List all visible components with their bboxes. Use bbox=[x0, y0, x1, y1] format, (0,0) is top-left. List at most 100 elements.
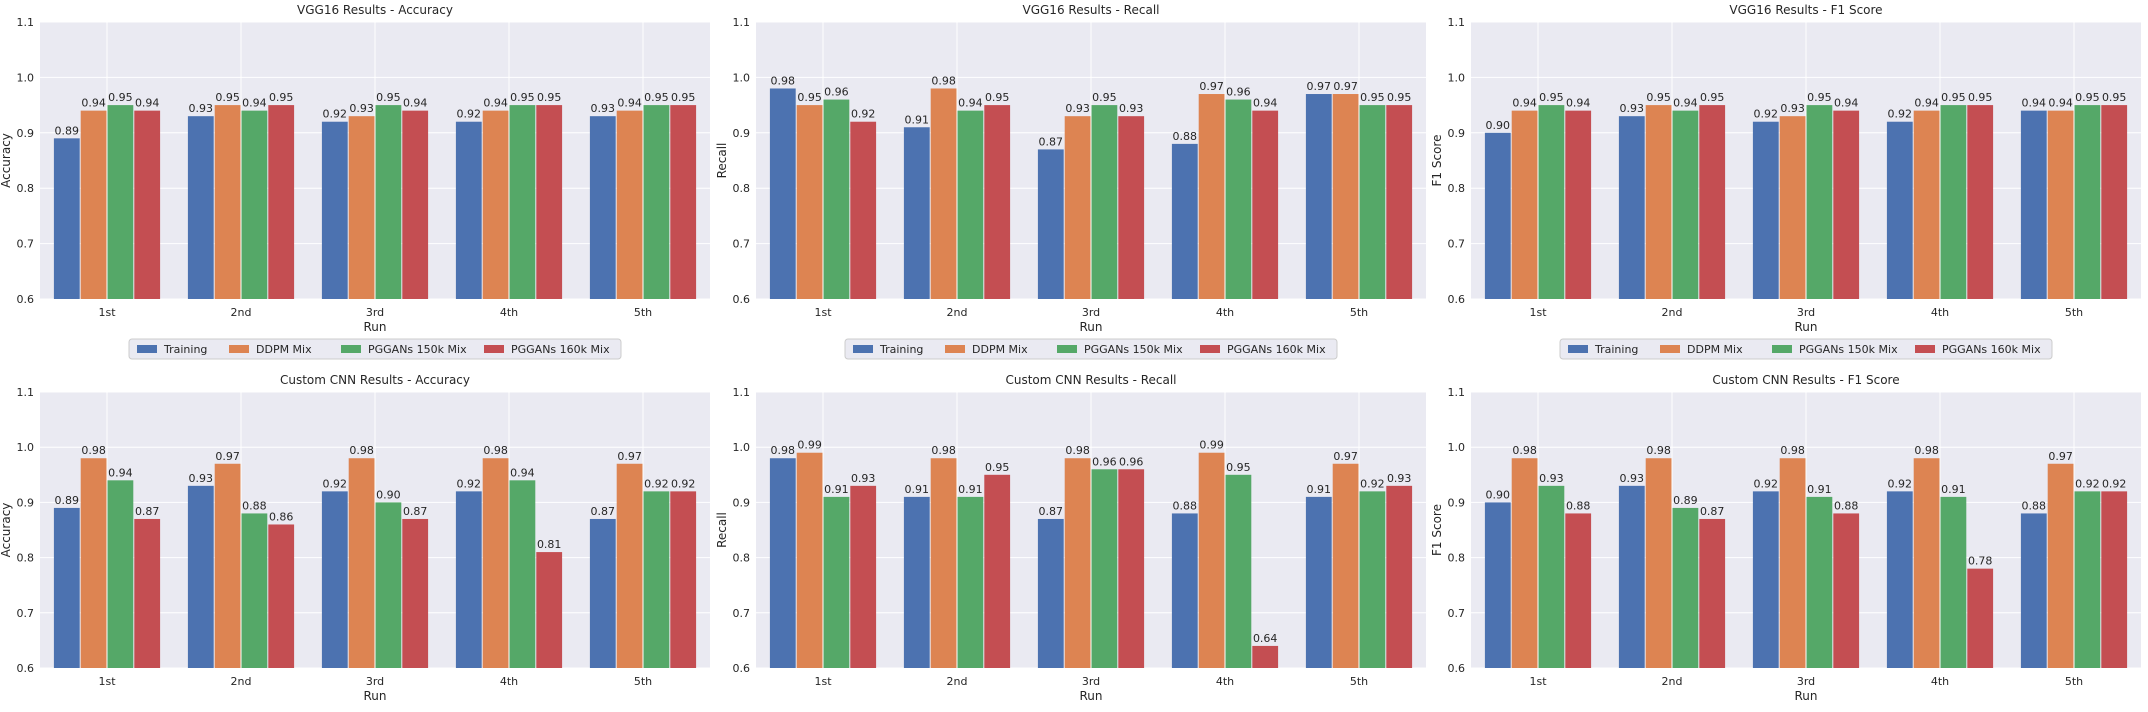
value-label-ddpm-mix-1st: 0.94 bbox=[81, 97, 106, 110]
value-label-ddpm-mix-5th: 0.97 bbox=[1333, 80, 1358, 93]
bar-ddpm-mix-1st bbox=[1511, 110, 1538, 299]
value-label-pggans-160k-mix-1st: 0.88 bbox=[1566, 499, 1591, 512]
value-label-training-2nd: 0.93 bbox=[1620, 472, 1645, 485]
value-label-ddpm-mix-2nd: 0.98 bbox=[1646, 444, 1671, 457]
legend-label-pggans-160k-mix: PGGANs 160k Mix bbox=[1227, 343, 1326, 356]
y-tick-label: 0.8 bbox=[733, 182, 751, 195]
legend-label-ddpm-mix: DDPM Mix bbox=[256, 343, 312, 356]
value-label-pggans-150k-mix-4th: 0.94 bbox=[510, 466, 535, 479]
value-label-training-2nd: 0.91 bbox=[905, 113, 930, 126]
bar-training-2nd bbox=[187, 116, 214, 300]
chart-title: Custom CNN Results - F1 Score bbox=[1712, 373, 1899, 387]
y-axis-label: F1 Score bbox=[1430, 504, 1444, 556]
value-label-ddpm-mix-3rd: 0.93 bbox=[349, 102, 374, 115]
value-label-pggans-150k-mix-2nd: 0.94 bbox=[958, 97, 983, 110]
bar-pggans-160k-mix-4th bbox=[536, 105, 563, 299]
y-tick-label: 0.8 bbox=[17, 552, 35, 565]
value-label-pggans-160k-mix-3rd: 0.88 bbox=[1834, 499, 1859, 512]
y-tick-label: 1.1 bbox=[17, 16, 35, 29]
value-label-training-3rd: 0.92 bbox=[1754, 108, 1779, 121]
bar-ddpm-mix-3rd bbox=[348, 458, 375, 668]
value-label-pggans-160k-mix-4th: 0.94 bbox=[1253, 97, 1278, 110]
value-label-pggans-150k-mix-3rd: 0.95 bbox=[1807, 91, 1832, 104]
y-axis-label: Accuracy bbox=[0, 503, 13, 558]
bar-pggans-160k-mix-1st bbox=[134, 110, 161, 299]
value-label-pggans-160k-mix-1st: 0.94 bbox=[135, 97, 160, 110]
value-label-ddpm-mix-1st: 0.98 bbox=[81, 444, 106, 457]
bar-pggans-150k-mix-3rd bbox=[1091, 469, 1118, 668]
value-label-training-4th: 0.88 bbox=[1173, 499, 1198, 512]
bar-pggans-150k-mix-5th bbox=[1359, 491, 1386, 668]
value-label-pggans-150k-mix-2nd: 0.88 bbox=[242, 499, 267, 512]
bar-pggans-150k-mix-5th bbox=[2074, 491, 2101, 668]
value-label-pggans-160k-mix-2nd: 0.87 bbox=[1700, 505, 1725, 518]
value-label-ddpm-mix-3rd: 0.98 bbox=[1065, 444, 1090, 457]
bar-ddpm-mix-3rd bbox=[1779, 458, 1806, 668]
bar-ddpm-mix-5th bbox=[2047, 463, 2074, 668]
value-label-pggans-150k-mix-1st: 0.95 bbox=[1539, 91, 1564, 104]
y-tick-label: 0.7 bbox=[17, 238, 35, 251]
y-tick-label: 0.8 bbox=[1448, 182, 1466, 195]
bar-pggans-150k-mix-2nd bbox=[241, 110, 268, 299]
x-tick-label-3rd: 3rd bbox=[1797, 675, 1815, 688]
y-tick-label: 1.0 bbox=[1448, 441, 1466, 454]
bar-training-4th bbox=[1171, 513, 1198, 668]
y-tick-label: 0.6 bbox=[733, 662, 751, 675]
legend: Training DDPM Mix PGGANs 150k Mix PGGANs 16… bbox=[1559, 338, 2053, 360]
legend-swatch-pggans-150k-mix bbox=[1057, 345, 1077, 353]
value-label-training-4th: 0.88 bbox=[1173, 130, 1198, 143]
value-label-training-1st: 0.98 bbox=[771, 74, 796, 87]
x-axis-label: Run bbox=[1794, 689, 1817, 703]
bar-pggans-150k-mix-2nd bbox=[1672, 507, 1699, 668]
bar-pggans-160k-mix-5th bbox=[1386, 105, 1413, 299]
legend-label-ddpm-mix: DDPM Mix bbox=[1687, 343, 1743, 356]
legend-frame bbox=[128, 338, 622, 360]
legend-swatch-training bbox=[853, 345, 873, 353]
x-tick-label-5th: 5th bbox=[2065, 675, 2083, 688]
y-tick-label: 0.7 bbox=[733, 607, 751, 620]
bar-pggans-150k-mix-4th bbox=[509, 105, 536, 299]
legend-swatch-pggans-160k-mix bbox=[1200, 345, 1220, 353]
bar-ddpm-mix-5th bbox=[1332, 463, 1359, 668]
value-label-ddpm-mix-3rd: 0.93 bbox=[1065, 102, 1090, 115]
bar-pggans-160k-mix-3rd bbox=[402, 110, 429, 299]
x-tick-label-1st: 1st bbox=[1529, 675, 1547, 688]
y-axis-label: F1 Score bbox=[1430, 135, 1444, 187]
legend-swatch-training bbox=[1568, 345, 1588, 353]
y-tick-label: 0.7 bbox=[1448, 238, 1466, 251]
bar-pggans-150k-mix-4th bbox=[1940, 105, 1967, 299]
value-label-ddpm-mix-4th: 0.98 bbox=[483, 444, 508, 457]
legend-swatch-pggans-160k-mix bbox=[484, 345, 504, 353]
bar-training-5th bbox=[589, 518, 616, 668]
value-label-training-1st: 0.89 bbox=[55, 124, 80, 137]
value-label-training-1st: 0.90 bbox=[1486, 488, 1511, 501]
bar-pggans-150k-mix-1st bbox=[823, 496, 850, 668]
value-label-training-2nd: 0.93 bbox=[189, 102, 214, 115]
value-label-ddpm-mix-5th: 0.97 bbox=[1333, 450, 1358, 463]
value-label-ddpm-mix-1st: 0.94 bbox=[1512, 97, 1537, 110]
legend-frame bbox=[1559, 338, 2053, 360]
y-tick-label: 0.9 bbox=[733, 496, 751, 509]
bar-pggans-160k-mix-4th bbox=[1967, 568, 1994, 668]
bar-training-4th bbox=[1886, 121, 1913, 299]
x-tick-label-3rd: 3rd bbox=[366, 675, 384, 688]
legend-label-pggans-160k-mix: PGGANs 160k Mix bbox=[511, 343, 610, 356]
value-label-pggans-150k-mix-5th: 0.95 bbox=[644, 91, 669, 104]
bar-training-1st bbox=[769, 88, 796, 299]
x-axis-label: Run bbox=[363, 320, 386, 334]
value-label-training-2nd: 0.93 bbox=[1620, 102, 1645, 115]
x-tick-label-1st: 1st bbox=[98, 306, 116, 319]
value-label-ddpm-mix-4th: 0.97 bbox=[1199, 80, 1224, 93]
chart-title: Custom CNN Results - Recall bbox=[1005, 373, 1176, 387]
bar-ddpm-mix-1st bbox=[796, 105, 823, 299]
bar-pggans-150k-mix-2nd bbox=[1672, 110, 1699, 299]
value-label-ddpm-mix-3rd: 0.98 bbox=[349, 444, 374, 457]
bar-training-3rd bbox=[321, 121, 348, 299]
value-label-pggans-150k-mix-4th: 0.95 bbox=[1941, 91, 1966, 104]
bar-training-1st bbox=[53, 507, 80, 668]
y-tick-label: 0.6 bbox=[733, 293, 751, 306]
bar-ddpm-mix-2nd bbox=[1645, 105, 1672, 299]
value-label-pggans-160k-mix-5th: 0.92 bbox=[2102, 477, 2127, 490]
value-label-pggans-160k-mix-5th: 0.95 bbox=[2102, 91, 2127, 104]
